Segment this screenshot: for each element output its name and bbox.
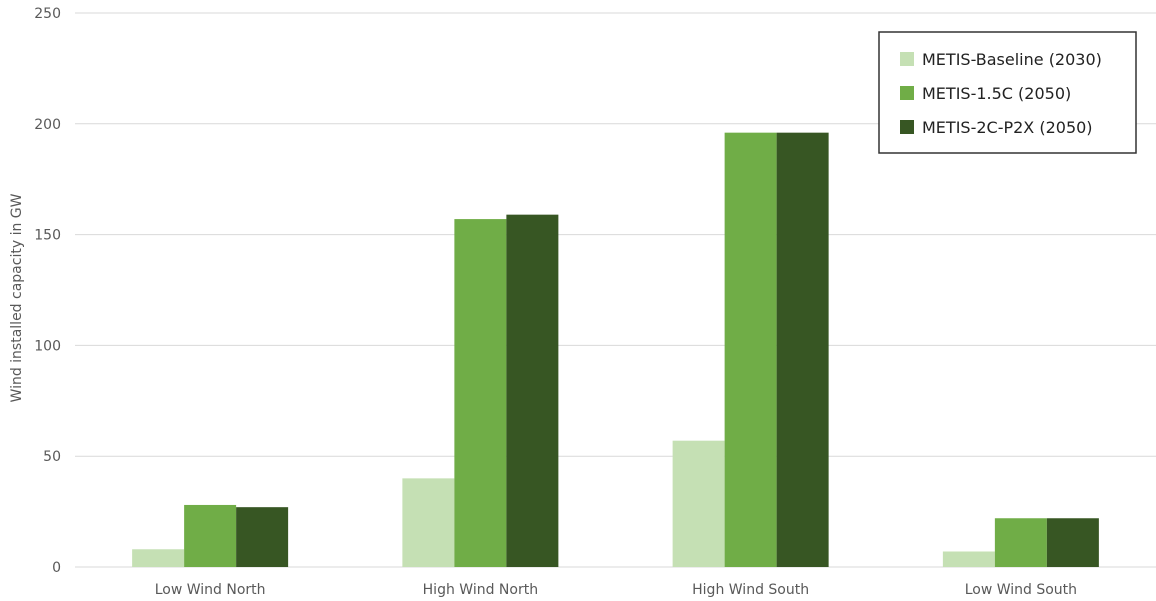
y-tick-label: 200: [34, 117, 61, 133]
legend: METIS-Baseline (2030) METIS-1.5C (2050) ME…: [878, 31, 1137, 154]
x-category-label: High Wind North: [423, 582, 538, 598]
legend-swatch: [900, 52, 914, 66]
bar-2-3: [1046, 518, 1099, 567]
bar-1-3: [994, 518, 1047, 567]
bars: [132, 132, 1099, 567]
legend-swatch: [900, 120, 914, 134]
bar-0-2: [672, 440, 725, 567]
y-tick-labels: 0 50 100 150 200 250: [34, 6, 61, 576]
legend-label: METIS-Baseline (2030): [922, 50, 1102, 69]
legend-swatch: [900, 86, 914, 100]
y-tick-label: 50: [43, 449, 61, 465]
bar-2-2: [776, 132, 829, 567]
bar-2-1: [506, 214, 559, 567]
legend-label: METIS-1.5C (2050): [922, 84, 1071, 103]
bar-1-0: [184, 504, 237, 567]
legend-label: METIS-2C-P2X (2050): [922, 118, 1093, 137]
bar-0-1: [402, 478, 455, 567]
y-axis-title: Wind installed capacity in GW: [9, 193, 25, 402]
x-category-label: High Wind South: [692, 582, 809, 598]
bar-0-0: [132, 549, 185, 567]
legend-box: [878, 31, 1137, 154]
bar-1-2: [724, 132, 777, 567]
y-tick-label: 250: [34, 6, 61, 22]
y-tick-label: 150: [34, 228, 61, 244]
x-category-label: Low Wind South: [965, 582, 1077, 598]
bar-1-1: [454, 219, 507, 567]
x-category-label: Low Wind North: [155, 582, 266, 598]
y-tick-label: 100: [34, 338, 61, 354]
bar-0-3: [942, 551, 995, 567]
bar-2-0: [236, 507, 289, 567]
y-tick-label: 0: [52, 560, 61, 576]
category-labels: Low Wind North High Wind North High Wind S…: [155, 582, 1077, 598]
